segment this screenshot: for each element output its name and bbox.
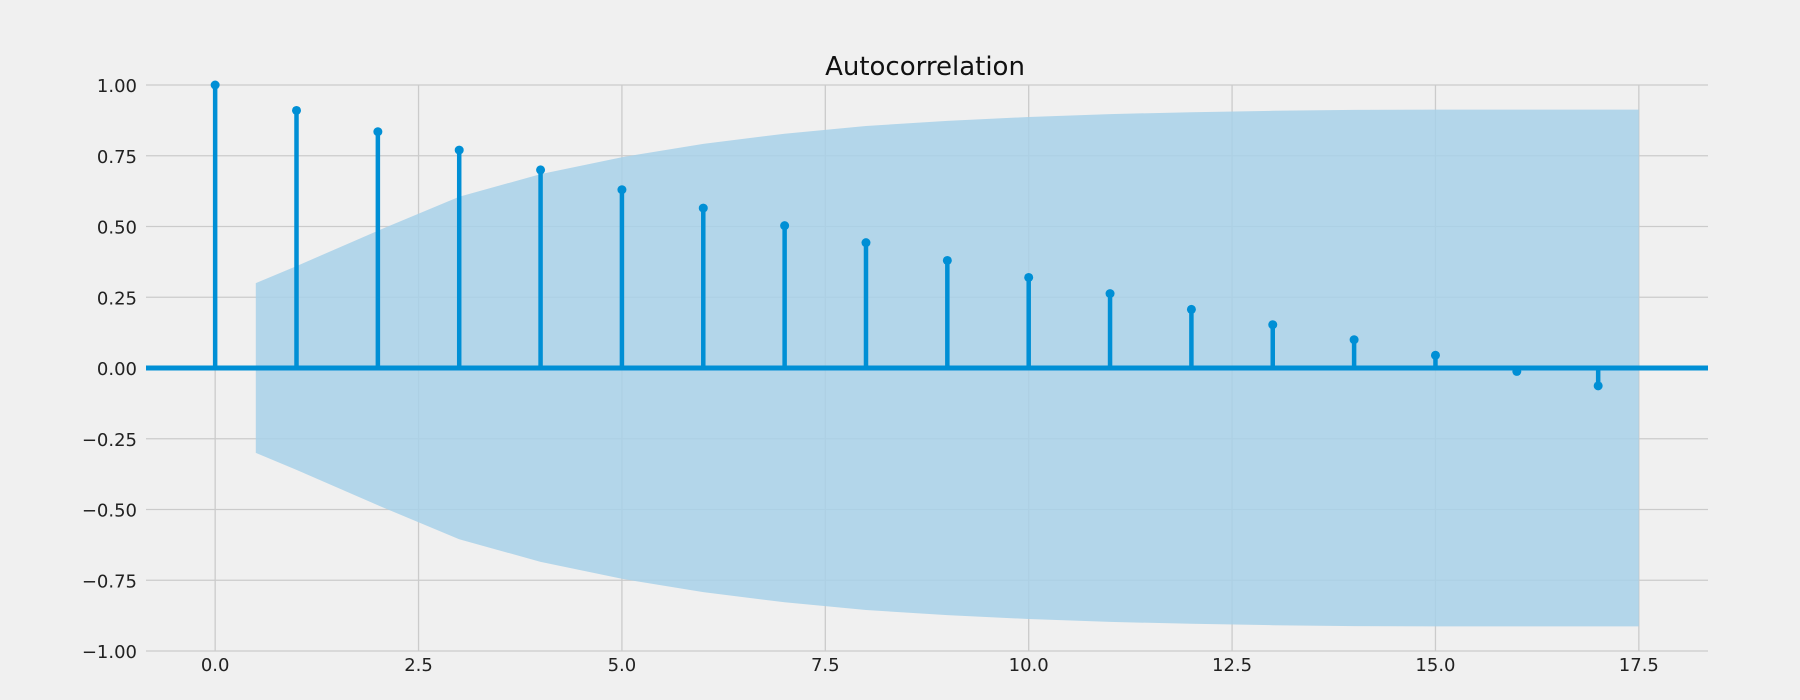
tick-labels: 0.0 2.5 5.0 7.5 10.0 12.5 15.0 17.5 −1.00 −0.75 −0… <box>82 76 1659 676</box>
y-tick-label: 0.25 <box>97 288 137 309</box>
x-tick-label: 10.0 <box>1009 655 1049 676</box>
stem-marker-lag-11 <box>1105 289 1115 299</box>
stem-marker-lag-10 <box>1024 272 1034 282</box>
stems <box>210 80 1603 391</box>
x-tick-label: 12.5 <box>1212 655 1252 676</box>
stem-marker-lag-3 <box>454 145 464 155</box>
stem-marker-lag-5 <box>617 185 627 195</box>
x-tick-label: 7.5 <box>811 655 840 676</box>
y-tick-label: 0.00 <box>97 359 137 380</box>
y-tick-label: 0.75 <box>97 147 137 168</box>
stem-marker-lag-4 <box>536 165 546 175</box>
stem-marker-lag-7 <box>780 221 790 231</box>
y-tick-label: 0.50 <box>97 218 137 239</box>
y-tick-label: −0.75 <box>82 571 137 592</box>
stem-marker-lag-2 <box>373 127 383 137</box>
stem-marker-lag-16 <box>1512 366 1522 376</box>
y-tick-label: −0.25 <box>82 430 137 451</box>
y-tick-label: −0.50 <box>82 501 137 522</box>
chart-title: Autocorrelation <box>825 52 1025 82</box>
stem-marker-lag-17 <box>1593 381 1603 391</box>
stem-marker-lag-9 <box>942 255 952 265</box>
x-tick-label: 2.5 <box>404 655 433 676</box>
stem-marker-lag-8 <box>861 238 871 248</box>
stem-marker-lag-12 <box>1186 304 1196 314</box>
y-tick-label: 1.00 <box>97 76 137 97</box>
x-tick-label: 0.0 <box>201 655 230 676</box>
x-tick-label: 5.0 <box>608 655 637 676</box>
stem-marker-lag-0 <box>210 80 220 90</box>
x-tick-label: 15.0 <box>1415 655 1455 676</box>
x-tick-label: 17.5 <box>1619 655 1659 676</box>
y-tick-label: −1.00 <box>82 642 137 663</box>
stem-marker-lag-15 <box>1430 350 1440 360</box>
stem-marker-lag-6 <box>698 203 708 213</box>
stem-marker-lag-1 <box>292 105 302 115</box>
stem-marker-lag-14 <box>1349 335 1359 345</box>
stem-marker-lag-13 <box>1268 320 1278 330</box>
